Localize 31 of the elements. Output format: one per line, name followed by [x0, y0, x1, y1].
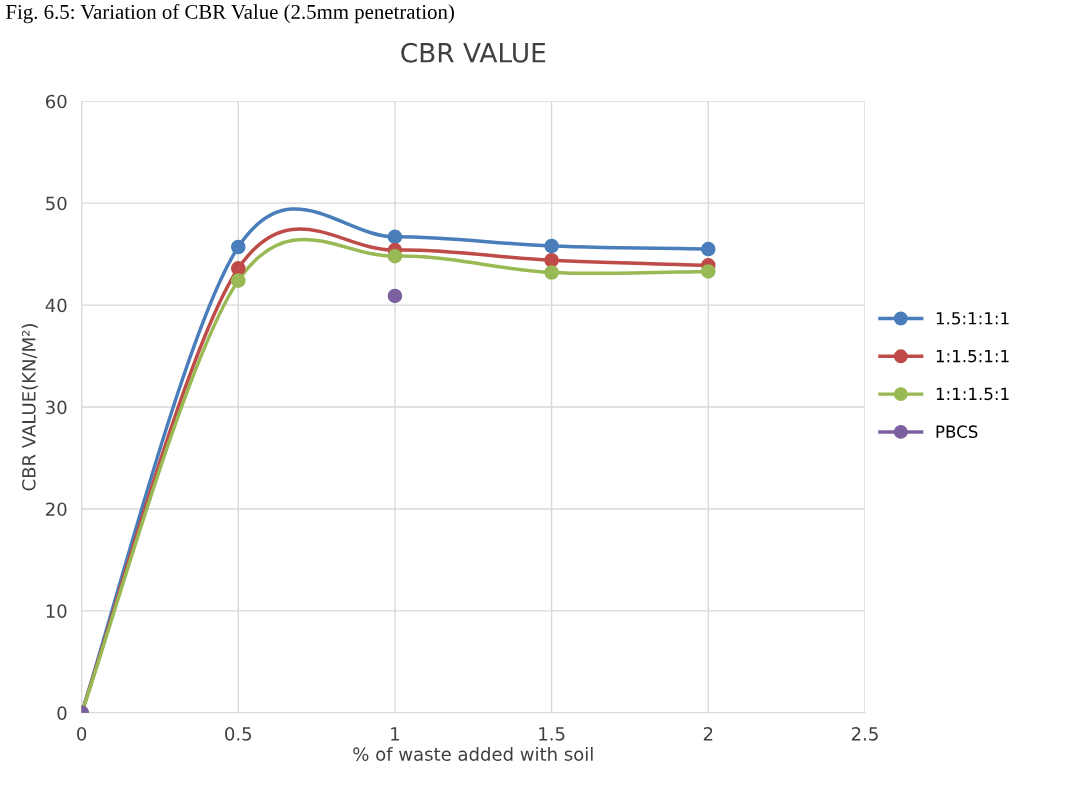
point — [701, 264, 716, 279]
point — [544, 265, 559, 280]
x-tick-label: 0.5 — [225, 727, 252, 741]
y-tick-label: 60 — [46, 94, 67, 109]
point — [230, 261, 246, 276]
y-tick-label: 10 — [46, 604, 67, 618]
legend-label: 1.5:1:1:1 — [936, 312, 1009, 325]
y-tick-label: 0 — [57, 706, 67, 720]
point — [544, 238, 559, 254]
chart-title: CBR VALUE — [401, 42, 546, 63]
legend-label: 1:1.5:1:1 — [936, 350, 1009, 363]
point — [387, 248, 403, 264]
x-tick-label: 2 — [703, 727, 713, 741]
legend-label: 1:1:1.5:1 — [936, 387, 1009, 401]
legend-label: PBCS — [936, 425, 978, 438]
x-tick-label: 1 — [391, 727, 400, 741]
y-tick-label: 40 — [45, 298, 67, 313]
y-tick-label: 20 — [46, 502, 67, 517]
x-tick-label: 2.5 — [851, 727, 878, 741]
y-axis-title: CBR VALUE(KN/M²) — [21, 324, 38, 491]
point — [387, 229, 403, 245]
point — [701, 241, 716, 257]
y-tick-label: 30 — [46, 400, 67, 415]
y-tick-label: 50 — [46, 196, 67, 211]
point — [544, 252, 559, 268]
caption: Fig. 6.5: Variation of CBR Value (2.5mm penetration) — [6, 4, 454, 24]
x-axis-title: % of waste added with soil — [353, 746, 593, 761]
x-tick-label: 0 — [77, 727, 87, 741]
x-tick-label: 1.5 — [539, 727, 565, 741]
point — [230, 273, 246, 288]
point — [230, 239, 246, 255]
